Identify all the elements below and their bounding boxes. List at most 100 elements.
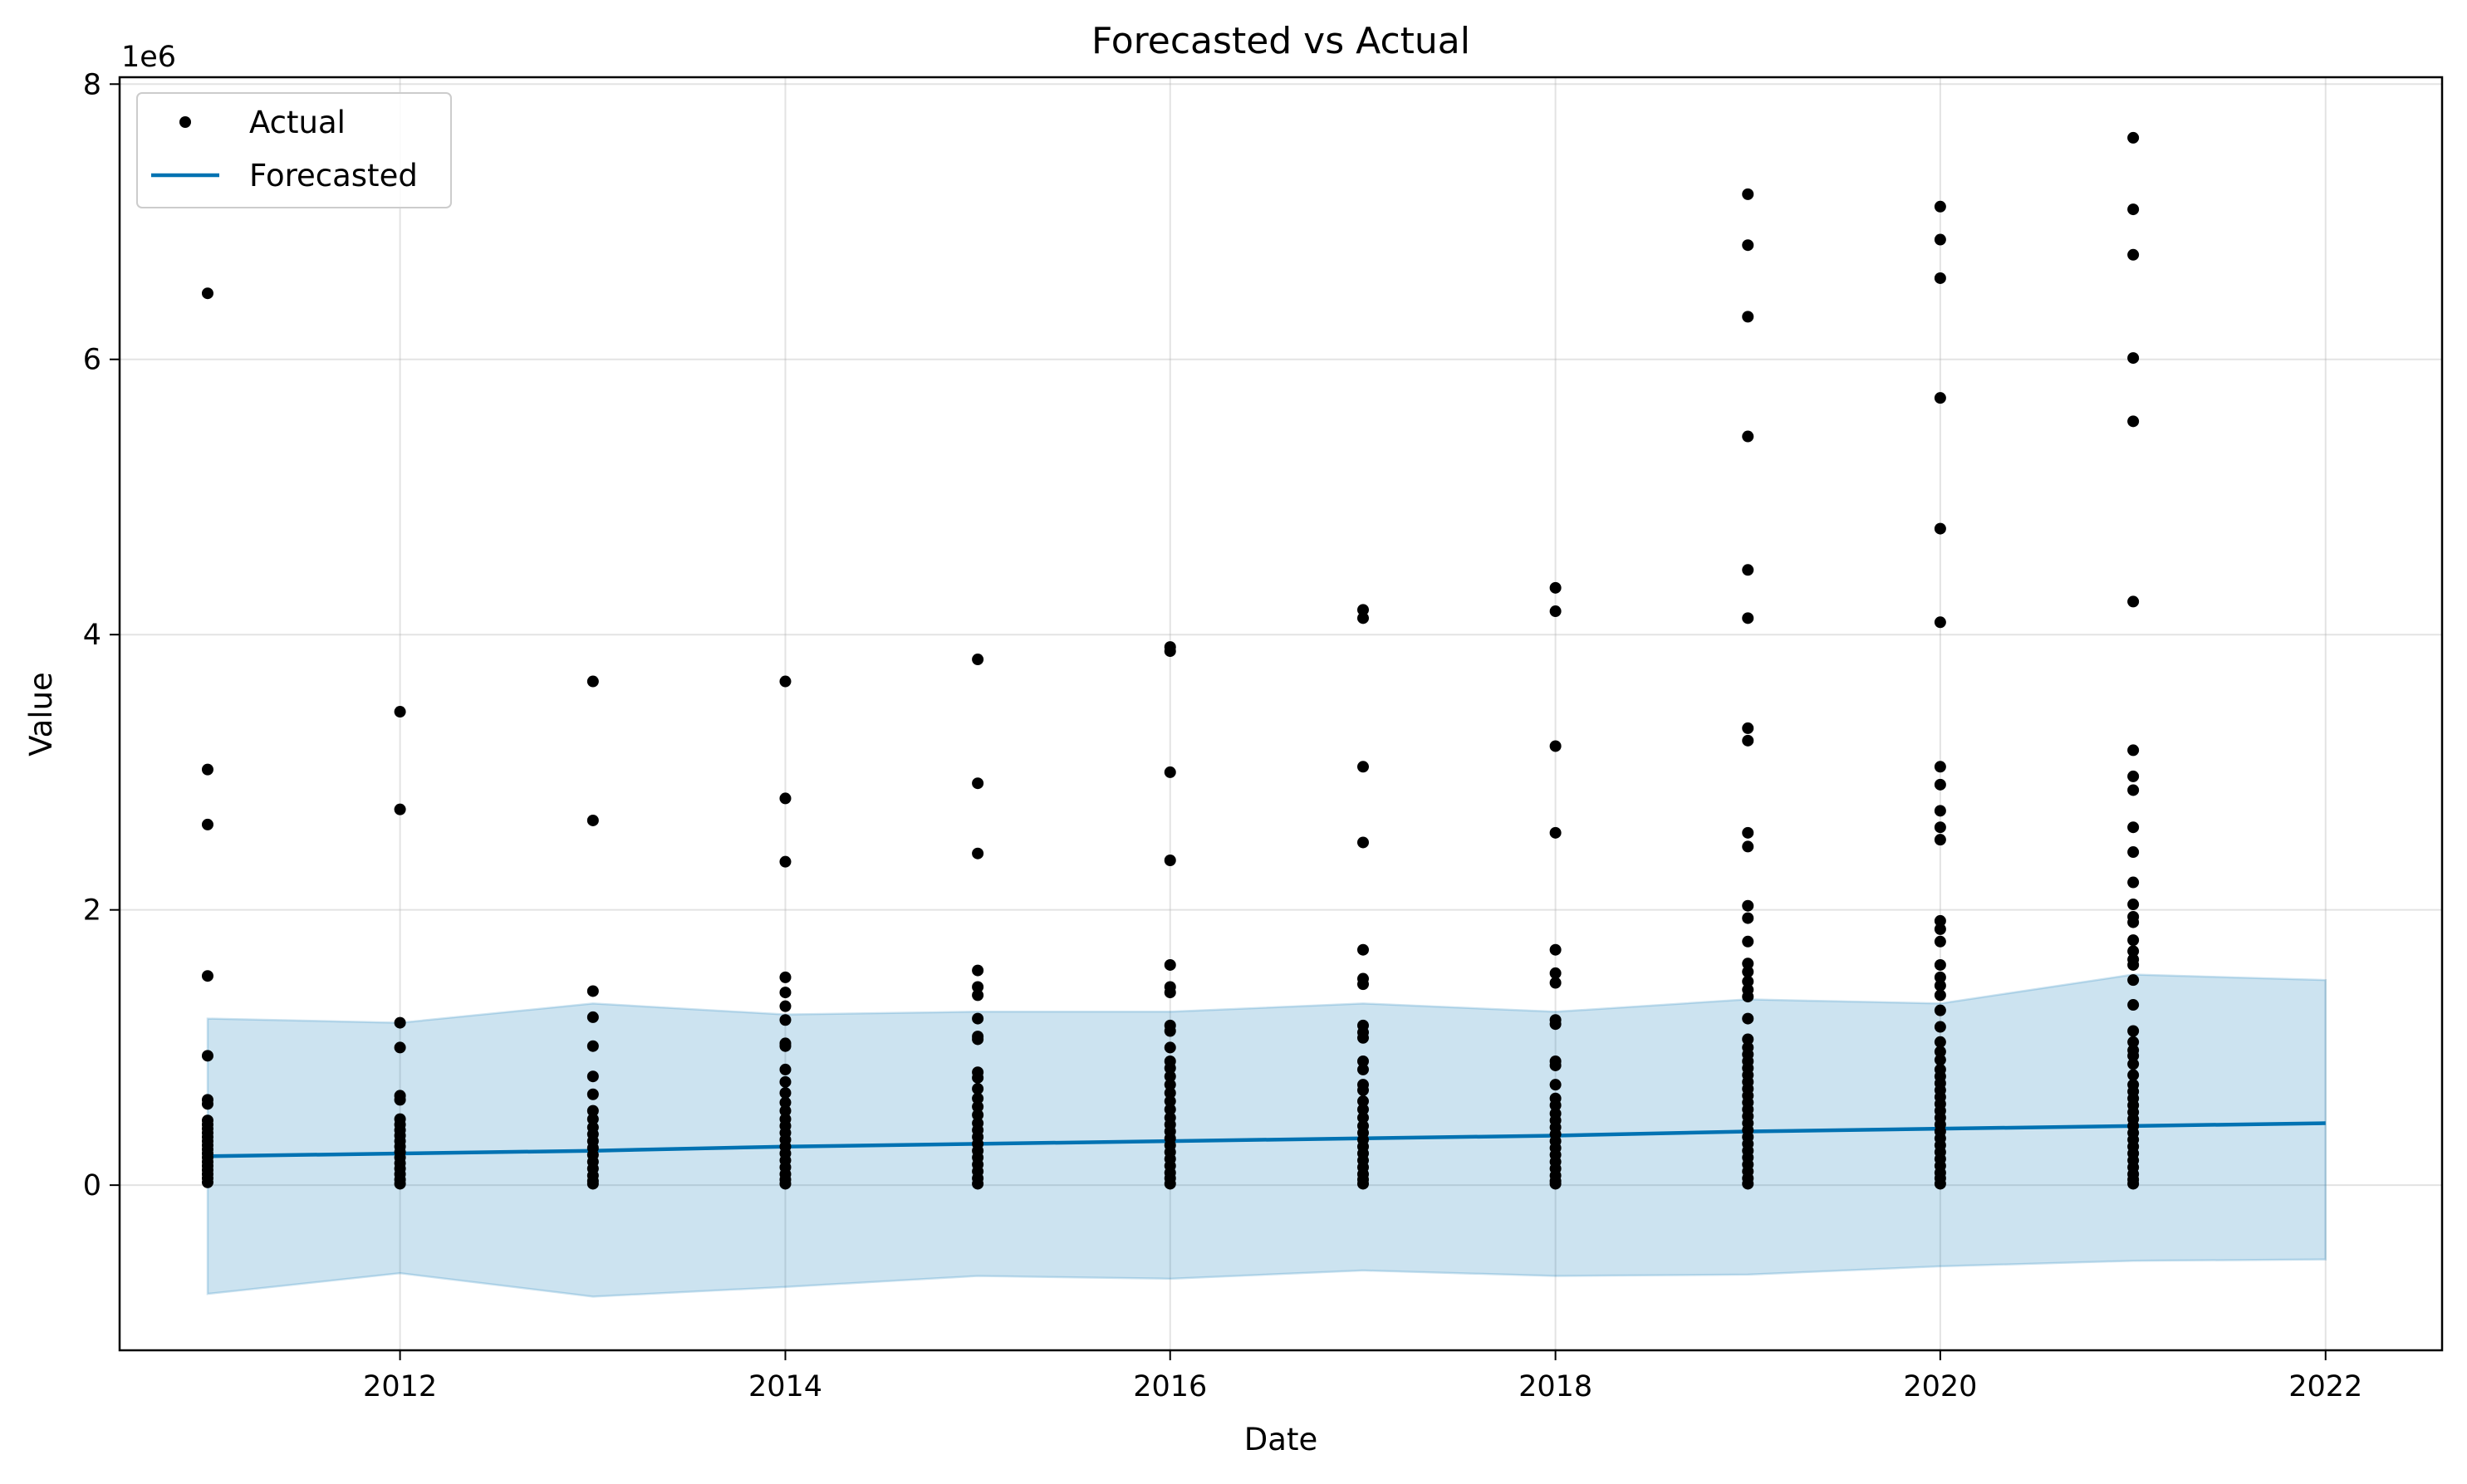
actual-point [2127,1025,2140,1037]
actual-point [1356,1178,1369,1190]
actual-point [2127,821,2140,834]
actual-point [2127,1058,2140,1070]
actual-point [1742,564,1754,576]
actual-point [1742,612,1754,624]
actual-point [586,1113,599,1125]
x-tick-label: 2012 [363,1370,437,1403]
actual-point [1934,272,1946,284]
actual-point [1934,971,1946,983]
x-tick-label: 2020 [1903,1370,1977,1403]
forecast-line [207,1121,2326,1158]
actual-point [1356,1111,1369,1124]
y-axis-ticks: 0 2 4 6 8 [83,68,120,1202]
actual-point [586,1088,599,1100]
y-tick-label: 4 [83,619,101,652]
actual-point [586,814,599,826]
actual-point [1742,991,1754,1003]
actual-point [1164,1095,1176,1108]
actual-point [2127,916,2140,928]
y-tick-label: 6 [83,344,101,377]
actual-point [2127,415,2140,428]
actual-point [1356,1095,1369,1108]
y-axis-label: Value [23,672,59,757]
actual-point [1934,200,1946,213]
actual-point [779,1014,792,1026]
actual-point [1742,188,1754,200]
actual-point [1934,923,1946,935]
actual-point [1934,989,1946,1002]
actual-point [1934,1004,1946,1016]
actual-point [779,971,792,983]
actual-point [779,1040,792,1052]
actual-point [1934,805,1946,817]
actual-point [1742,975,1754,987]
actual-point [1549,1100,1562,1112]
actual-point [1934,778,1946,791]
actual-point [1164,1087,1176,1100]
actual-point [201,1098,213,1110]
actual-point [779,1000,792,1012]
actual-point [1549,1018,1562,1031]
actual-point [972,1092,984,1104]
actual-point [1356,1031,1369,1044]
actual-point [972,654,984,666]
x-tick-label: 2022 [2288,1370,2362,1403]
actual-point [2127,770,2140,782]
actual-point [972,1071,984,1084]
actual-point [1356,978,1369,991]
actual-point [1549,977,1562,989]
actual-point [972,1100,984,1113]
actual-point [1164,1178,1176,1190]
y-offset-label: 1e6 [121,41,176,74]
actual-point [1164,855,1176,867]
grid [120,77,2442,1350]
x-axis-ticks: 2012 2014 2016 2018 2020 2022 [363,1350,2362,1403]
actual-point [972,1109,984,1121]
actual-point [394,803,406,815]
y-tick-label: 8 [83,68,101,101]
actual-point [1934,616,1946,629]
actual-point [1356,1103,1369,1115]
actual-point [1742,722,1754,734]
actual-point [1934,979,1946,992]
actual-point [586,1040,599,1052]
actual-point [779,675,792,688]
actual-point [2127,248,2140,261]
actual-point [1934,1054,1946,1066]
actual-point [1934,834,1946,846]
legend: Actual Forecasted [136,92,452,208]
actual-point [2127,974,2140,987]
actual-point [1549,967,1562,979]
actual-point [1742,912,1754,924]
actual-point [586,675,599,688]
actual-point [972,989,984,1002]
actual-point [2127,784,2140,796]
actual-point [1549,581,1562,594]
legend-frame [136,92,452,208]
actual-point [2127,1178,2140,1190]
actual-point [779,1178,792,1190]
actual-point [586,1011,599,1023]
actual-point [201,763,213,776]
actual-point [1164,1103,1176,1115]
actual-point [394,1016,406,1029]
actual-point [1164,1079,1176,1091]
actual-point [972,1083,984,1095]
actual-point [2127,899,2140,911]
actual-point [1934,958,1946,971]
actual-point [1356,943,1369,956]
actual-point [1164,1041,1176,1054]
actual-point [2127,999,2140,1011]
actual-point [972,777,984,790]
actual-point [586,1178,599,1190]
actual-point [1742,935,1754,948]
actual-point [1934,761,1946,773]
actual-point [1934,1036,1946,1048]
actual-point [779,987,792,999]
forecast-line-group [207,1121,2326,1158]
actual-point [972,964,984,977]
actual-point [1742,957,1754,970]
actual-point [201,970,213,982]
